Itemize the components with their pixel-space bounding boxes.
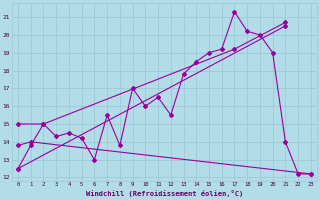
X-axis label: Windchill (Refroidissement éolien,°C): Windchill (Refroidissement éolien,°C) [86,190,243,197]
